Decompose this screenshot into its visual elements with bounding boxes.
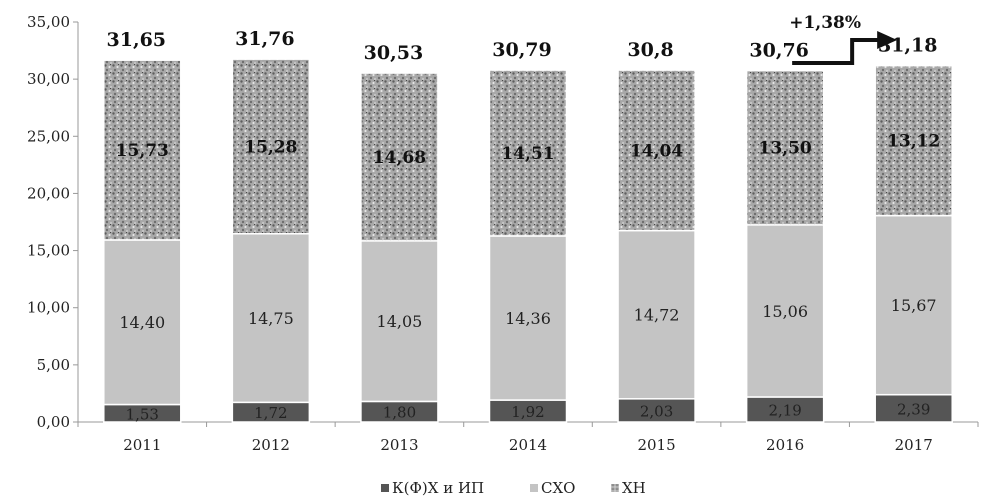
bar-segment-hn — [103, 59, 182, 241]
bar-segment-kfx-ip — [874, 393, 953, 423]
total-label: 31,76 — [235, 28, 295, 50]
legend-label: К(Ф)Х и ИП — [392, 479, 484, 497]
data-label-hn: 14,68 — [373, 148, 426, 168]
bar-segment-sxo — [617, 229, 696, 400]
legend-label: ХН — [622, 479, 646, 497]
data-label-sxo: 14,75 — [248, 309, 294, 328]
growth-annotation: +1,38% — [789, 13, 898, 65]
bar-segment-hn — [360, 72, 439, 242]
y-tick-label: 35,00 — [27, 13, 70, 31]
y-tick-label: 25,00 — [27, 127, 70, 145]
data-label-sxo: 14,40 — [119, 313, 165, 332]
data-label-sxo: 15,67 — [891, 296, 937, 315]
bar-segment-hn — [617, 69, 696, 232]
x-tick-label: 2011 — [123, 436, 161, 454]
legend-item-kfx-ip: К(Ф)Х и ИП — [381, 479, 484, 497]
growth-arrowhead — [877, 31, 898, 49]
bar-2012: 1,72 14,75 15,28 31,76 — [231, 28, 311, 423]
total-label: 31,65 — [107, 29, 167, 51]
data-label-hn: 15,73 — [116, 141, 169, 161]
growth-arrow — [792, 38, 880, 65]
y-tick-label: 5,00 — [37, 356, 70, 374]
data-label-sxo: 14,72 — [634, 306, 680, 325]
data-label-sxo: 15,06 — [762, 302, 808, 321]
legend-item-sxo: СХО — [530, 479, 575, 497]
x-tick-label: 2016 — [766, 436, 804, 454]
data-label-sxo: 14,05 — [377, 312, 423, 331]
data-label-hn: 15,28 — [244, 137, 297, 157]
data-label-kfx-ip: 2,39 — [897, 400, 930, 418]
data-label-kfx-ip: 1,72 — [254, 404, 287, 422]
bar-2013: 1,80 14,05 14,68 30,53 — [360, 42, 439, 423]
y-tick-label: 20,00 — [27, 184, 70, 202]
bar-segment-sxo — [360, 240, 439, 403]
y-tick-label: 30,00 — [27, 70, 70, 88]
data-label-kfx-ip: 2,03 — [640, 402, 673, 420]
bars-group: 1,5314,4015,7331,651,7214,7515,2831,761,… — [103, 28, 953, 423]
data-label-kfx-ip: 1,92 — [511, 403, 544, 421]
legend-swatch — [530, 484, 538, 492]
data-label-kfx-ip: 1,53 — [126, 405, 159, 423]
x-tick-labels: 2011 2012 2013 2014 2015 2016 2017 — [77, 422, 979, 454]
legend-swatch — [381, 484, 389, 492]
bar-2014: 1,92 14,36 14,51 30,79 — [488, 39, 568, 423]
total-label: 30,8 — [627, 39, 673, 61]
y-tick-labels: 0,00 5,00 10,00 15,00 20,00 25,00 30,00 35,00 — [27, 13, 70, 431]
bar-segment-hn — [874, 64, 953, 217]
y-tick-label: 0,00 — [37, 413, 70, 431]
x-tick-label: 2012 — [252, 436, 290, 454]
bar-segment-sxo — [231, 233, 311, 404]
legend-swatch — [611, 484, 619, 492]
bar-segment-sxo — [488, 235, 568, 401]
data-label-hn: 14,51 — [501, 144, 554, 164]
bar-segment-sxo — [745, 224, 825, 398]
x-tick-label: 2014 — [509, 436, 547, 454]
data-label-sxo: 14,36 — [505, 309, 551, 328]
bar-segment-hn — [231, 58, 311, 235]
bar-segment-kfx-ip — [745, 396, 825, 423]
legend: К(Ф)Х и ИП СХО ХН — [381, 479, 646, 497]
bar-2011: 1,53 14,40 15,73 31,65 — [103, 29, 182, 423]
data-label-hn: 13,12 — [887, 132, 940, 152]
data-label-hn: 14,04 — [630, 141, 683, 161]
bar-segment-hn — [488, 69, 568, 237]
x-tick-label: 2013 — [380, 436, 418, 454]
x-tick-label: 2015 — [637, 436, 675, 454]
bar-segment-hn — [745, 69, 825, 226]
bar-segment-sxo — [103, 239, 182, 406]
data-label-kfx-ip: 1,80 — [383, 404, 416, 422]
total-label: 30,79 — [492, 39, 552, 61]
y-tick-label: 15,00 — [27, 242, 70, 260]
legend-label: СХО — [541, 479, 575, 497]
bar-2016: 2,19 15,06 13,50 30,76 — [745, 40, 825, 423]
y-axis — [73, 21, 79, 423]
data-label-kfx-ip: 2,19 — [768, 401, 801, 419]
bar-2015: 2,03 14,72 14,04 30,8 — [617, 39, 696, 423]
legend-item-hn: ХН — [611, 479, 646, 497]
bar-segment-sxo — [874, 214, 953, 396]
total-label: 30,76 — [749, 40, 809, 62]
x-tick-label: 2017 — [895, 436, 933, 454]
total-label: 30,53 — [364, 42, 424, 64]
growth-label: +1,38% — [789, 13, 861, 33]
y-tick-label: 10,00 — [27, 299, 70, 317]
data-label-hn: 13,50 — [759, 139, 812, 159]
